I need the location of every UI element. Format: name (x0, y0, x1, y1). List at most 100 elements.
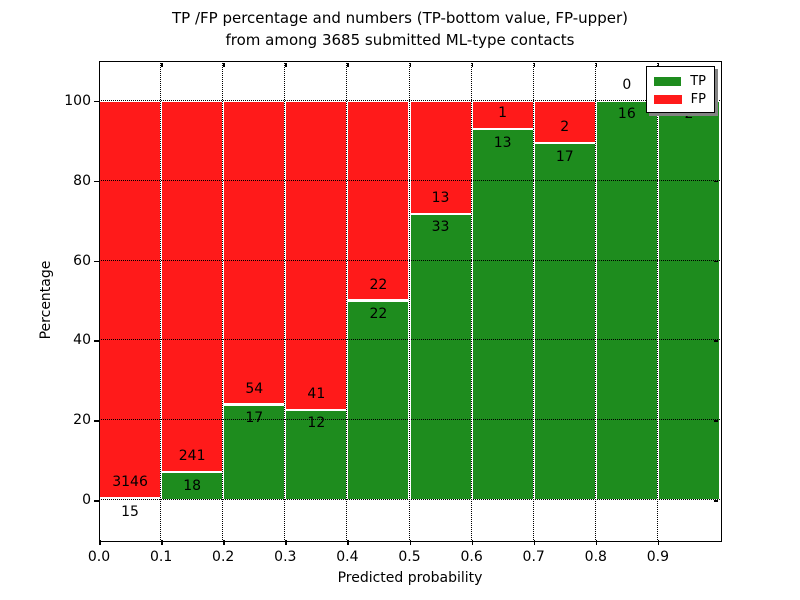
bar-count-fp-label: 1 (498, 105, 508, 122)
x-tick-mark (99, 540, 101, 545)
gridline-vertical (656, 61, 658, 540)
bar-count-tp-label: 18 (183, 477, 202, 494)
gridline-horizontal (99, 419, 720, 421)
bar-count-fp-label: 41 (307, 385, 326, 402)
bar-count-tp-label: 17 (555, 148, 574, 165)
x-tick-label: 0.8 (584, 549, 607, 565)
y-tick-mark (94, 420, 99, 422)
gridline-horizontal (99, 179, 720, 181)
gridline-horizontal (99, 99, 720, 101)
bar-count-fp-label: 13 (431, 189, 450, 206)
x-tick-label: 0.3 (274, 549, 297, 565)
legend-item-fp: FP (654, 90, 706, 108)
x-tick-label: 0.1 (149, 549, 173, 565)
y-tick-mark-right (714, 420, 718, 422)
bar-count-fp-label: 3146 (112, 474, 148, 491)
y-tick-label: 60 (73, 252, 91, 269)
bar-segment-fp (471, 100, 534, 130)
x-tick-mark-top (347, 63, 349, 67)
bar-count-tp-label: 2 (684, 106, 694, 123)
bar-count-fp-label: 2 (560, 118, 570, 135)
y-tick-label: 0 (82, 492, 91, 509)
y-axis-label: Percentage (38, 260, 54, 340)
x-tick-label: 0.6 (460, 549, 483, 565)
bar-count-tp-label: 16 (617, 106, 636, 123)
bar-segment-tp (533, 142, 596, 501)
gridline-vertical (594, 61, 596, 540)
y-tick-mark-right (714, 500, 718, 502)
gridline-vertical (222, 61, 224, 540)
x-tick-mark (657, 540, 660, 545)
legend-label-tp: TP (690, 73, 706, 89)
x-tick-mark-top (471, 63, 474, 67)
y-tick-mark-right (714, 260, 718, 263)
y-tick-mark-right (714, 180, 718, 183)
bar-segment-tp (409, 213, 472, 501)
x-tick-mark-top (285, 63, 287, 67)
bar-segment-fp (161, 100, 224, 473)
x-tick-label: 0.9 (646, 549, 670, 565)
x-tick-mark-top (409, 63, 411, 67)
gridline-vertical (160, 61, 162, 540)
legend-item-tp: TP (654, 72, 706, 90)
bar-segment-fp (99, 100, 162, 499)
gridline-vertical (470, 61, 472, 540)
bar-count-tp-label: 33 (431, 219, 450, 236)
x-tick-mark-top (161, 63, 163, 67)
x-tick-mark (595, 540, 598, 545)
bar-segment-tp (161, 472, 224, 501)
x-tick-mark-top (533, 63, 536, 67)
bar-count-tp-label: 17 (245, 410, 264, 427)
bar-count-tp-label: 12 (307, 415, 326, 432)
bar-segment-fp (533, 100, 596, 143)
bar-segment-tp (471, 129, 534, 501)
gridline-horizontal (99, 339, 720, 341)
y-tick-label: 100 (64, 92, 91, 109)
y-tick-mark (94, 180, 99, 183)
chart-title: TP /FP percentage and numbers (TP-bottom… (0, 7, 800, 51)
gridline-vertical (408, 61, 410, 540)
bar-count-tp-label: 15 (121, 503, 139, 520)
bar-count-tp-label: 22 (369, 306, 388, 323)
x-tick-mark (223, 540, 225, 545)
bar-count-fp-label: 54 (245, 380, 264, 397)
bar-segment-tp (347, 300, 410, 501)
y-tick-mark (94, 260, 99, 263)
gridline-horizontal (99, 499, 720, 501)
x-tick-mark-top (595, 63, 598, 67)
x-tick-label: 0.5 (398, 549, 421, 565)
legend-swatch-fp-icon (654, 94, 682, 104)
y-tick-mark (94, 100, 99, 103)
y-tick-mark-right (714, 340, 718, 342)
legend-label-fp: FP (690, 91, 706, 107)
x-tick-label: 0.2 (212, 549, 235, 565)
x-tick-mark (285, 540, 287, 545)
gridline-vertical (346, 61, 348, 540)
gridline-horizontal (99, 259, 720, 261)
x-tick-mark (161, 540, 163, 545)
x-tick-label: 0.7 (522, 549, 545, 565)
y-tick-label: 40 (73, 332, 91, 349)
bar-segment-tp (595, 100, 658, 501)
gridline-vertical (532, 61, 534, 540)
gridline-vertical (284, 61, 286, 540)
legend-swatch-tp-icon (654, 76, 682, 86)
bar-segment-tp (657, 100, 720, 501)
x-tick-mark (347, 540, 349, 545)
bar-segment-fp (285, 100, 348, 410)
bar-count-fp-label: 241 (178, 448, 206, 465)
chart-title-line2: from among 3685 submitted ML-type contac… (225, 31, 575, 49)
x-tick-mark (533, 540, 536, 545)
y-tick-mark (94, 340, 99, 342)
x-tick-mark (471, 540, 474, 545)
chart-title-line1: TP /FP percentage and numbers (TP-bottom… (172, 9, 628, 27)
bar-count-tp-label: 13 (493, 135, 512, 151)
legend: TP FP (646, 66, 715, 113)
x-tick-label: 0.0 (87, 549, 111, 565)
x-axis-label: Predicted probability (337, 570, 483, 586)
x-tick-mark-top (223, 63, 225, 67)
x-tick-mark-top (657, 63, 660, 67)
y-tick-label: 80 (73, 172, 91, 189)
x-tick-mark (409, 540, 411, 545)
